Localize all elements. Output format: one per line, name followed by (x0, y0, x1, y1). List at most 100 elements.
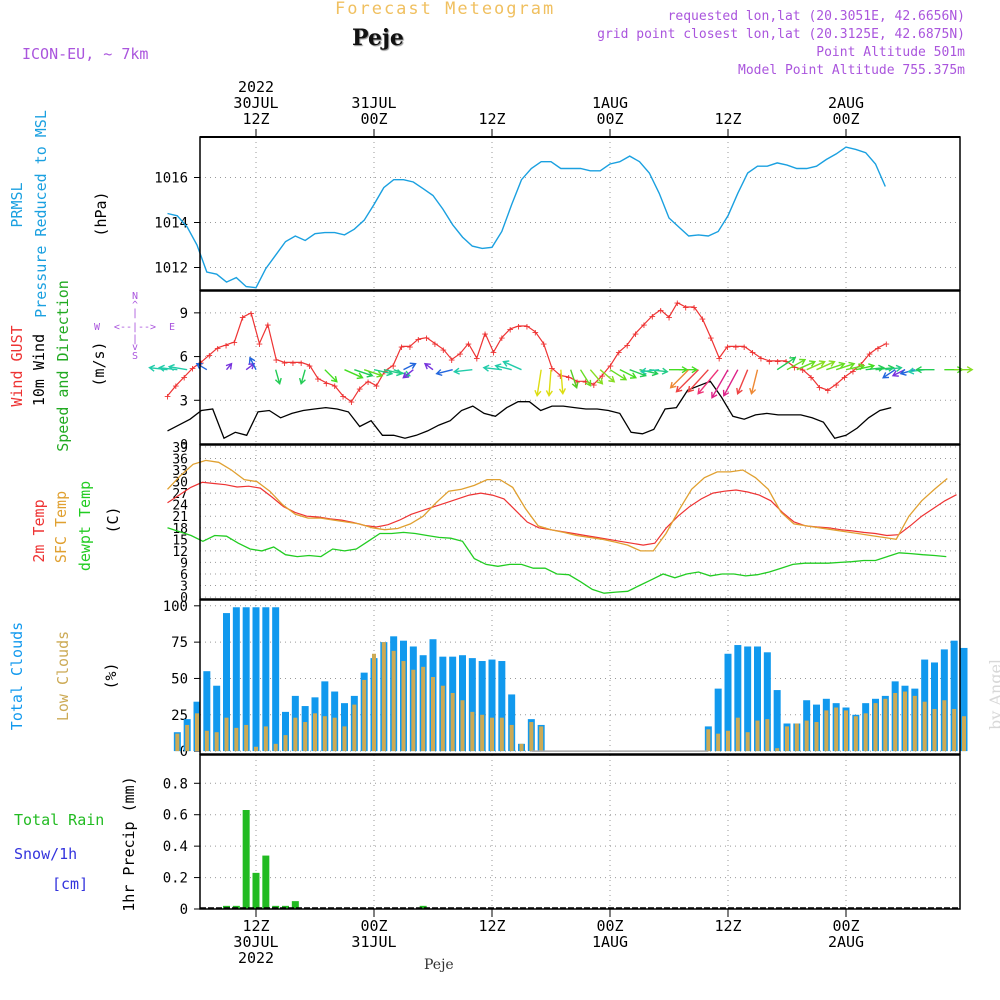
gust-point: + (515, 320, 522, 333)
wind-direction-arrow (619, 369, 638, 379)
low-cloud-bar (765, 719, 770, 752)
dewpt-line (167, 527, 947, 594)
low-cloud-bar (519, 743, 524, 752)
grid-point-location: grid point closest lon,lat (20.3125E, 42… (597, 27, 965, 42)
time-label-bottom: 2022 (238, 949, 274, 967)
low-cloud-bar (863, 713, 868, 752)
low-cloud-bar (883, 698, 888, 752)
gust-point: + (799, 364, 806, 377)
gust-point: + (457, 348, 464, 361)
gust-point: + (432, 337, 439, 350)
rain-bar (419, 905, 427, 909)
gust-point: + (390, 359, 397, 372)
total-cloud-bar (203, 671, 211, 752)
low-cloud-bar (342, 726, 347, 752)
wind-direction-arrow (589, 369, 604, 385)
pressure-label-2: Pressure Reduced to MSL (32, 110, 50, 318)
gust-point: + (666, 311, 673, 324)
time-label-top: 00Z (832, 110, 859, 128)
gust-point: + (590, 378, 597, 391)
temp-tick-label: 0 (180, 591, 188, 606)
wind-direction-arrow (344, 369, 364, 380)
gust-point: + (524, 320, 531, 333)
temp-unit-label: (C) (104, 506, 122, 533)
gust-point: + (331, 380, 338, 393)
chart-title: Forecast Meteogram (335, 0, 556, 19)
gust-point: + (783, 355, 790, 368)
temp-tick-label: 36 (172, 452, 188, 467)
pressure-unit-label: (hPa) (92, 191, 110, 236)
time-label-bottom: 12Z (242, 917, 269, 935)
total-cloud-bar (773, 690, 781, 752)
time-label-bottom: 12Z (478, 917, 505, 935)
wind-direction-arrow (711, 369, 729, 399)
wind10m-line (167, 380, 892, 440)
low-cloud-bar (381, 642, 386, 752)
wind-direction-arrow (363, 369, 384, 378)
wind-direction-label: Speed and Direction (54, 280, 72, 452)
wind-tick-label: 0 (180, 438, 188, 453)
gust-point: + (239, 311, 246, 324)
total-cloud-bar (252, 607, 260, 752)
gust-point: + (649, 310, 656, 323)
gust-point: + (883, 337, 890, 350)
wind-direction-arrow (786, 358, 807, 371)
precip-tick-label: 0.2 (163, 871, 188, 887)
temp-tick-label: 39 (172, 441, 188, 456)
precip-tick-label: 0.6 (163, 808, 188, 824)
rain-bar (252, 872, 260, 909)
total-cloud-bar (744, 646, 752, 752)
gust-point: + (632, 327, 639, 340)
model-name: ICON-EU, ~ 7km (22, 45, 149, 63)
low-cloud-bar (922, 701, 927, 752)
panel-frame (199, 290, 961, 445)
wind-direction-arrow (826, 361, 846, 371)
total-cloud-bar (468, 658, 476, 752)
wind-direction-arrow (749, 369, 759, 396)
wind-direction-arrow (354, 369, 374, 378)
low-cloud-bar (509, 724, 514, 752)
wind-tick-label: 6 (180, 350, 188, 366)
low-cloud-bar (942, 700, 947, 752)
rain-bar (242, 810, 250, 909)
gust-point: + (340, 390, 347, 403)
total-cloud-bar (734, 645, 742, 752)
low-cloud-bar (391, 650, 396, 752)
low-cloud-bar (322, 716, 327, 752)
gust-point: + (824, 384, 831, 397)
time-label-top: 12Z (242, 110, 269, 128)
gust-point: + (273, 353, 280, 366)
low-cloud-bar (490, 717, 494, 752)
gust-line (167, 301, 887, 403)
total-cloud-bar (213, 685, 221, 752)
wind-direction-arrow (885, 364, 903, 372)
gust-point: + (323, 377, 330, 390)
gust-point: + (482, 327, 489, 340)
time-label-bottom: 00Z (832, 917, 859, 935)
gust-point: + (716, 352, 723, 365)
low-cloud-bar (853, 716, 858, 752)
gust-point: + (490, 346, 497, 359)
gust-point: + (173, 380, 180, 393)
low-cloud-bar (195, 713, 199, 752)
low-cloud-bar (401, 661, 406, 752)
low-cloud-bar (539, 726, 544, 752)
low-cloud-bar (706, 729, 711, 752)
wind-direction-arrow (403, 362, 417, 371)
wind-direction-arrow (675, 369, 699, 393)
time-label-top: 31JUL (351, 94, 396, 112)
gust-point: + (448, 353, 455, 366)
gust-point: + (248, 307, 255, 320)
wind-direction-arrow (248, 356, 257, 370)
model-point-altitude: Model Point Altitude 755.375m (738, 63, 965, 78)
wind-direction-arrow (545, 369, 553, 398)
low-cloud-bar (352, 704, 357, 752)
pressure-label-1: PRMSL (8, 182, 26, 227)
gust-point: + (264, 319, 271, 332)
time-label-top: 30JUL (233, 94, 278, 112)
low-cloud-bar (814, 722, 819, 752)
low-cloud-bar (499, 717, 504, 752)
temp-tick-label: 21 (172, 510, 188, 525)
time-label-top: 2022 (238, 78, 274, 96)
total-cloud-bar (508, 694, 516, 752)
